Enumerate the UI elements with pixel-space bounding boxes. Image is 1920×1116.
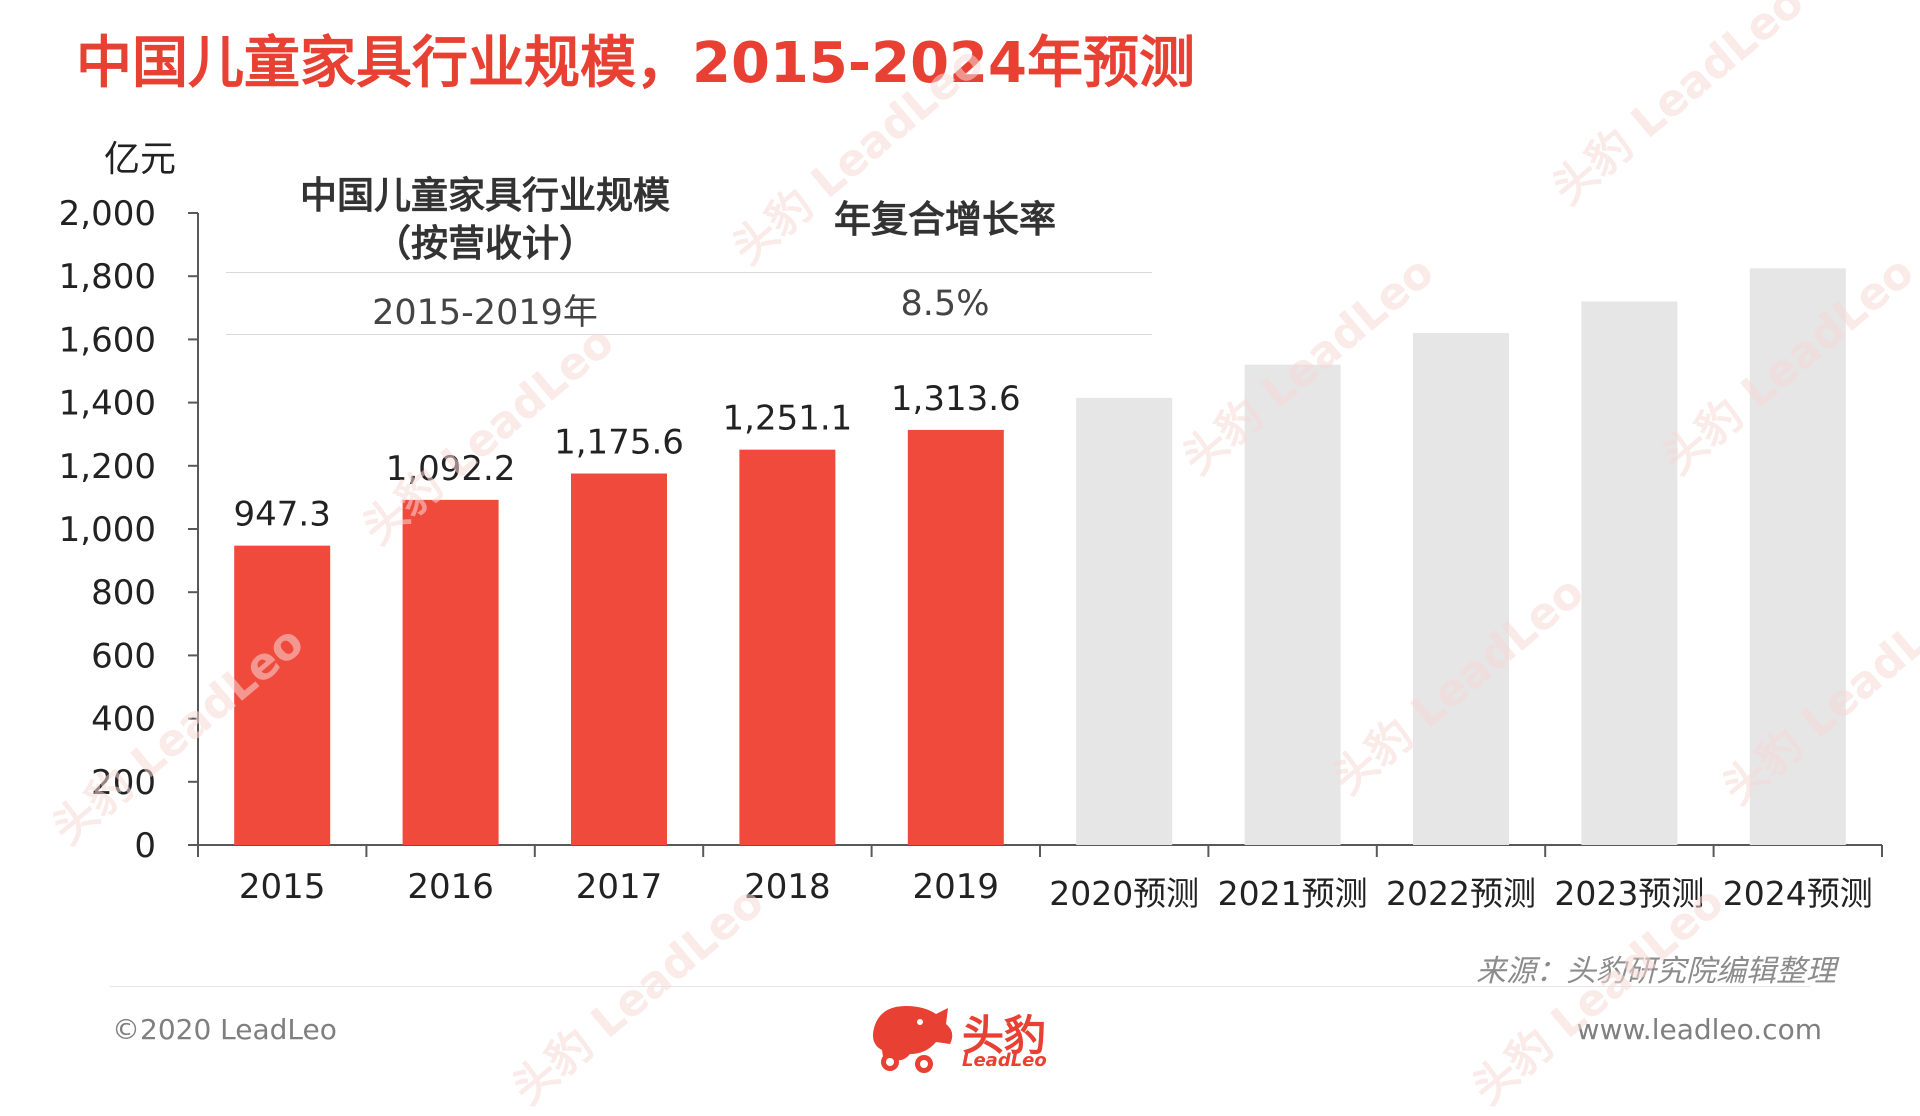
y-tick-label: 200 (91, 763, 156, 803)
footer-divider (110, 986, 1810, 987)
actual-bar (739, 449, 836, 845)
x-tick-label: 2022预测 (1386, 874, 1536, 913)
x-tick-label: 2015 (239, 867, 326, 907)
y-tick-label: 1,400 (59, 384, 156, 424)
forecast-bar (1581, 301, 1678, 846)
data-label: 1,313.6 (891, 379, 1021, 419)
bar-chart: 0 200 400 600 800 1,000 1,200 1,400 1,600 1,800 2,… (59, 194, 1883, 913)
y-tick-label: 1,200 (59, 447, 156, 487)
y-tick-label: 400 (91, 700, 156, 740)
forecast-bar (1749, 268, 1846, 845)
x-tick-label: 2021预测 (1218, 874, 1368, 913)
x-tick-label: 2017 (576, 867, 663, 907)
x-tick-label: 2019 (913, 867, 1000, 907)
data-label: 947.3 (234, 495, 331, 535)
x-tick-label: 2024预测 (1723, 874, 1873, 913)
logo-subtitle: LeadLeo (962, 1050, 1047, 1071)
forecast-bar (1076, 397, 1173, 845)
x-tick-label: 2020预测 (1049, 874, 1199, 913)
forecast-bar (1244, 364, 1341, 845)
y-axis-unit: 亿元 (104, 139, 177, 180)
x-tick-label: 2023预测 (1554, 874, 1704, 913)
chart-title: 中国儿童家具行业规模，2015-2024年预测 (76, 31, 1195, 96)
y-tick-label: 600 (91, 636, 156, 676)
leopard-icon (873, 1006, 953, 1073)
y-tick-label: 1,800 (59, 257, 156, 297)
data-label: 1,251.1 (723, 399, 853, 439)
data-label: 1,092.2 (386, 449, 516, 489)
x-tick-label: 2016 (407, 867, 494, 907)
copyright: ©2020 LeadLeo (112, 1013, 337, 1046)
website: www.leadleo.com (1576, 1013, 1822, 1046)
actual-bar (402, 499, 499, 845)
source-note: 来源：头豹研究院编辑整理 (1476, 954, 1836, 989)
data-label: 1,175.6 (554, 423, 684, 463)
logo-name: 头豹 (962, 1011, 1047, 1060)
y-tick-label: 2,000 (59, 194, 156, 234)
actual-bar (571, 473, 667, 845)
y-tick-label: 800 (91, 573, 156, 613)
leadleo-logo: 头豹 LeadLeo (862, 998, 1062, 1078)
forecast-bar (1413, 333, 1509, 845)
x-tick-label: 2018 (744, 867, 831, 907)
actual-bar (907, 429, 1004, 845)
actual-bar (234, 545, 331, 845)
y-tick-label: 1,000 (59, 510, 156, 550)
y-tick-label: 0 (134, 826, 156, 866)
y-tick-label: 1,600 (59, 320, 156, 360)
